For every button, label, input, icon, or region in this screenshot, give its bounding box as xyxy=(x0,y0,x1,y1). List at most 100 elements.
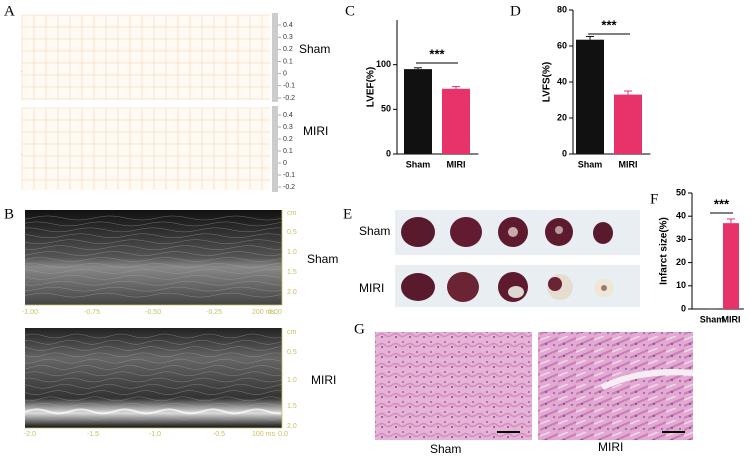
y-tick-label: 0 xyxy=(386,148,391,158)
echo-line xyxy=(24,280,282,286)
panel-label: B xyxy=(4,206,14,222)
significance-label: *** xyxy=(601,17,617,32)
y-tick-label: 50 xyxy=(676,187,686,197)
echo-line xyxy=(24,233,282,239)
echo-y-tick: cm xyxy=(287,329,297,336)
group-label: MIRI xyxy=(303,124,328,138)
echo-line xyxy=(24,365,282,370)
echo-line xyxy=(24,292,282,298)
ecg-tick-label: 0 xyxy=(283,160,287,167)
ecg-axis-strip xyxy=(272,106,278,192)
panel-label: E xyxy=(343,206,352,222)
time-scale: 100 ms xyxy=(252,431,275,438)
group-label: MIRI xyxy=(598,440,623,454)
echo-x-tick: -1.0 xyxy=(149,431,161,438)
echo-x-tick: -0.5 xyxy=(213,431,225,438)
echo-line xyxy=(24,263,282,268)
ecg-tick-label: -0.2 xyxy=(283,95,295,102)
y-tick-label: 40 xyxy=(676,211,686,221)
echo-x-tick: -2.0 xyxy=(24,431,36,438)
bar xyxy=(576,39,604,155)
echo-y-tick: 1.0 xyxy=(287,377,297,384)
y-tick-label: 0 xyxy=(681,303,686,313)
echo-line xyxy=(24,358,282,364)
echo-y-tick: 1.5 xyxy=(287,269,297,276)
echo-line xyxy=(24,251,282,256)
heart-slices xyxy=(401,217,614,302)
echo-x-tick: 0.00 xyxy=(268,309,282,316)
x-tick-label: MIRI xyxy=(722,314,741,324)
y-tick-label: 100 xyxy=(376,59,391,69)
y-axis-label: Infarct size(%) xyxy=(659,217,670,285)
ecg-background xyxy=(22,108,270,190)
bar xyxy=(614,94,642,154)
echo-line xyxy=(24,333,282,339)
y-tick-label: 80 xyxy=(557,4,567,14)
panel-label: A xyxy=(4,3,15,19)
echo-line xyxy=(24,346,282,351)
echo-y-tick: 0.5 xyxy=(287,349,297,356)
histology-image xyxy=(538,332,693,440)
echo-line xyxy=(24,275,282,280)
echo-x-tick: -0.50 xyxy=(145,309,161,316)
ecg-tick-label: 0 xyxy=(283,71,287,78)
y-axis-label: LVFS(%) xyxy=(542,62,553,102)
echo-line xyxy=(24,239,282,244)
x-tick-label: MIRI xyxy=(447,159,466,169)
time-scale: 200 ms xyxy=(252,309,275,316)
bar xyxy=(442,88,470,154)
echo-line xyxy=(24,377,282,383)
group-label: Sham xyxy=(359,224,390,238)
x-tick-label: Sham xyxy=(406,159,431,169)
group-label: MIRI xyxy=(359,281,384,295)
x-tick-label: Sham xyxy=(700,314,725,324)
panel-label: G xyxy=(354,321,365,337)
echo-line xyxy=(24,340,282,345)
y-tick-label: 10 xyxy=(676,280,686,290)
y-tick-label: 0 xyxy=(562,148,567,158)
bar xyxy=(404,69,432,154)
ecg-tick-label: 0.1 xyxy=(283,58,293,65)
echo-x-tick: 0.0 xyxy=(278,431,288,438)
echo-line xyxy=(24,227,281,233)
echo-texture xyxy=(24,210,283,429)
significance-label: *** xyxy=(714,196,730,211)
group-label: Sham xyxy=(430,442,461,456)
ecg-tick-label: 0.2 xyxy=(283,136,293,143)
echo-line xyxy=(24,269,282,274)
x-tick-label: Sham xyxy=(578,159,603,169)
echo-y-tick: 2.0 xyxy=(287,289,297,296)
y-axis-label: LVEF(%) xyxy=(366,67,377,107)
echo-line xyxy=(24,390,282,395)
echo-line xyxy=(24,402,282,408)
echo-line xyxy=(24,415,282,420)
echo-line xyxy=(24,371,282,376)
bar xyxy=(723,223,739,309)
ecg-tick-label: 0.1 xyxy=(283,148,293,155)
ecg-axis-strip xyxy=(272,13,278,102)
y-tick-label: 50 xyxy=(381,104,391,114)
y-tick-label: 30 xyxy=(676,234,686,244)
ecg-tick-label: 0.3 xyxy=(283,34,293,41)
echo-line xyxy=(24,257,282,262)
ecg-tick-label: 0.4 xyxy=(283,22,293,29)
echo-y-tick: cm xyxy=(287,210,297,217)
y-tick-label: 60 xyxy=(557,40,567,50)
ecg-tick-label: 0.3 xyxy=(283,124,293,131)
histology-image xyxy=(375,332,532,440)
panel-label: D xyxy=(510,3,521,19)
tissue-gap xyxy=(600,369,693,390)
ecg-tick-label: 0.4 xyxy=(283,112,293,119)
group-label: Sham xyxy=(299,42,330,56)
echo-line xyxy=(24,352,282,358)
echo-x-tick: -0.75 xyxy=(84,309,100,316)
y-tick-label: 40 xyxy=(557,76,567,86)
echo-line xyxy=(24,221,282,227)
echo-line xyxy=(24,396,282,402)
x-tick-label: MIRI xyxy=(619,159,638,169)
echo-y-tick: 1.0 xyxy=(287,249,297,256)
echo-line xyxy=(24,286,282,292)
significance-label: *** xyxy=(429,46,445,61)
echo-y-tick: 1.5 xyxy=(287,403,297,410)
